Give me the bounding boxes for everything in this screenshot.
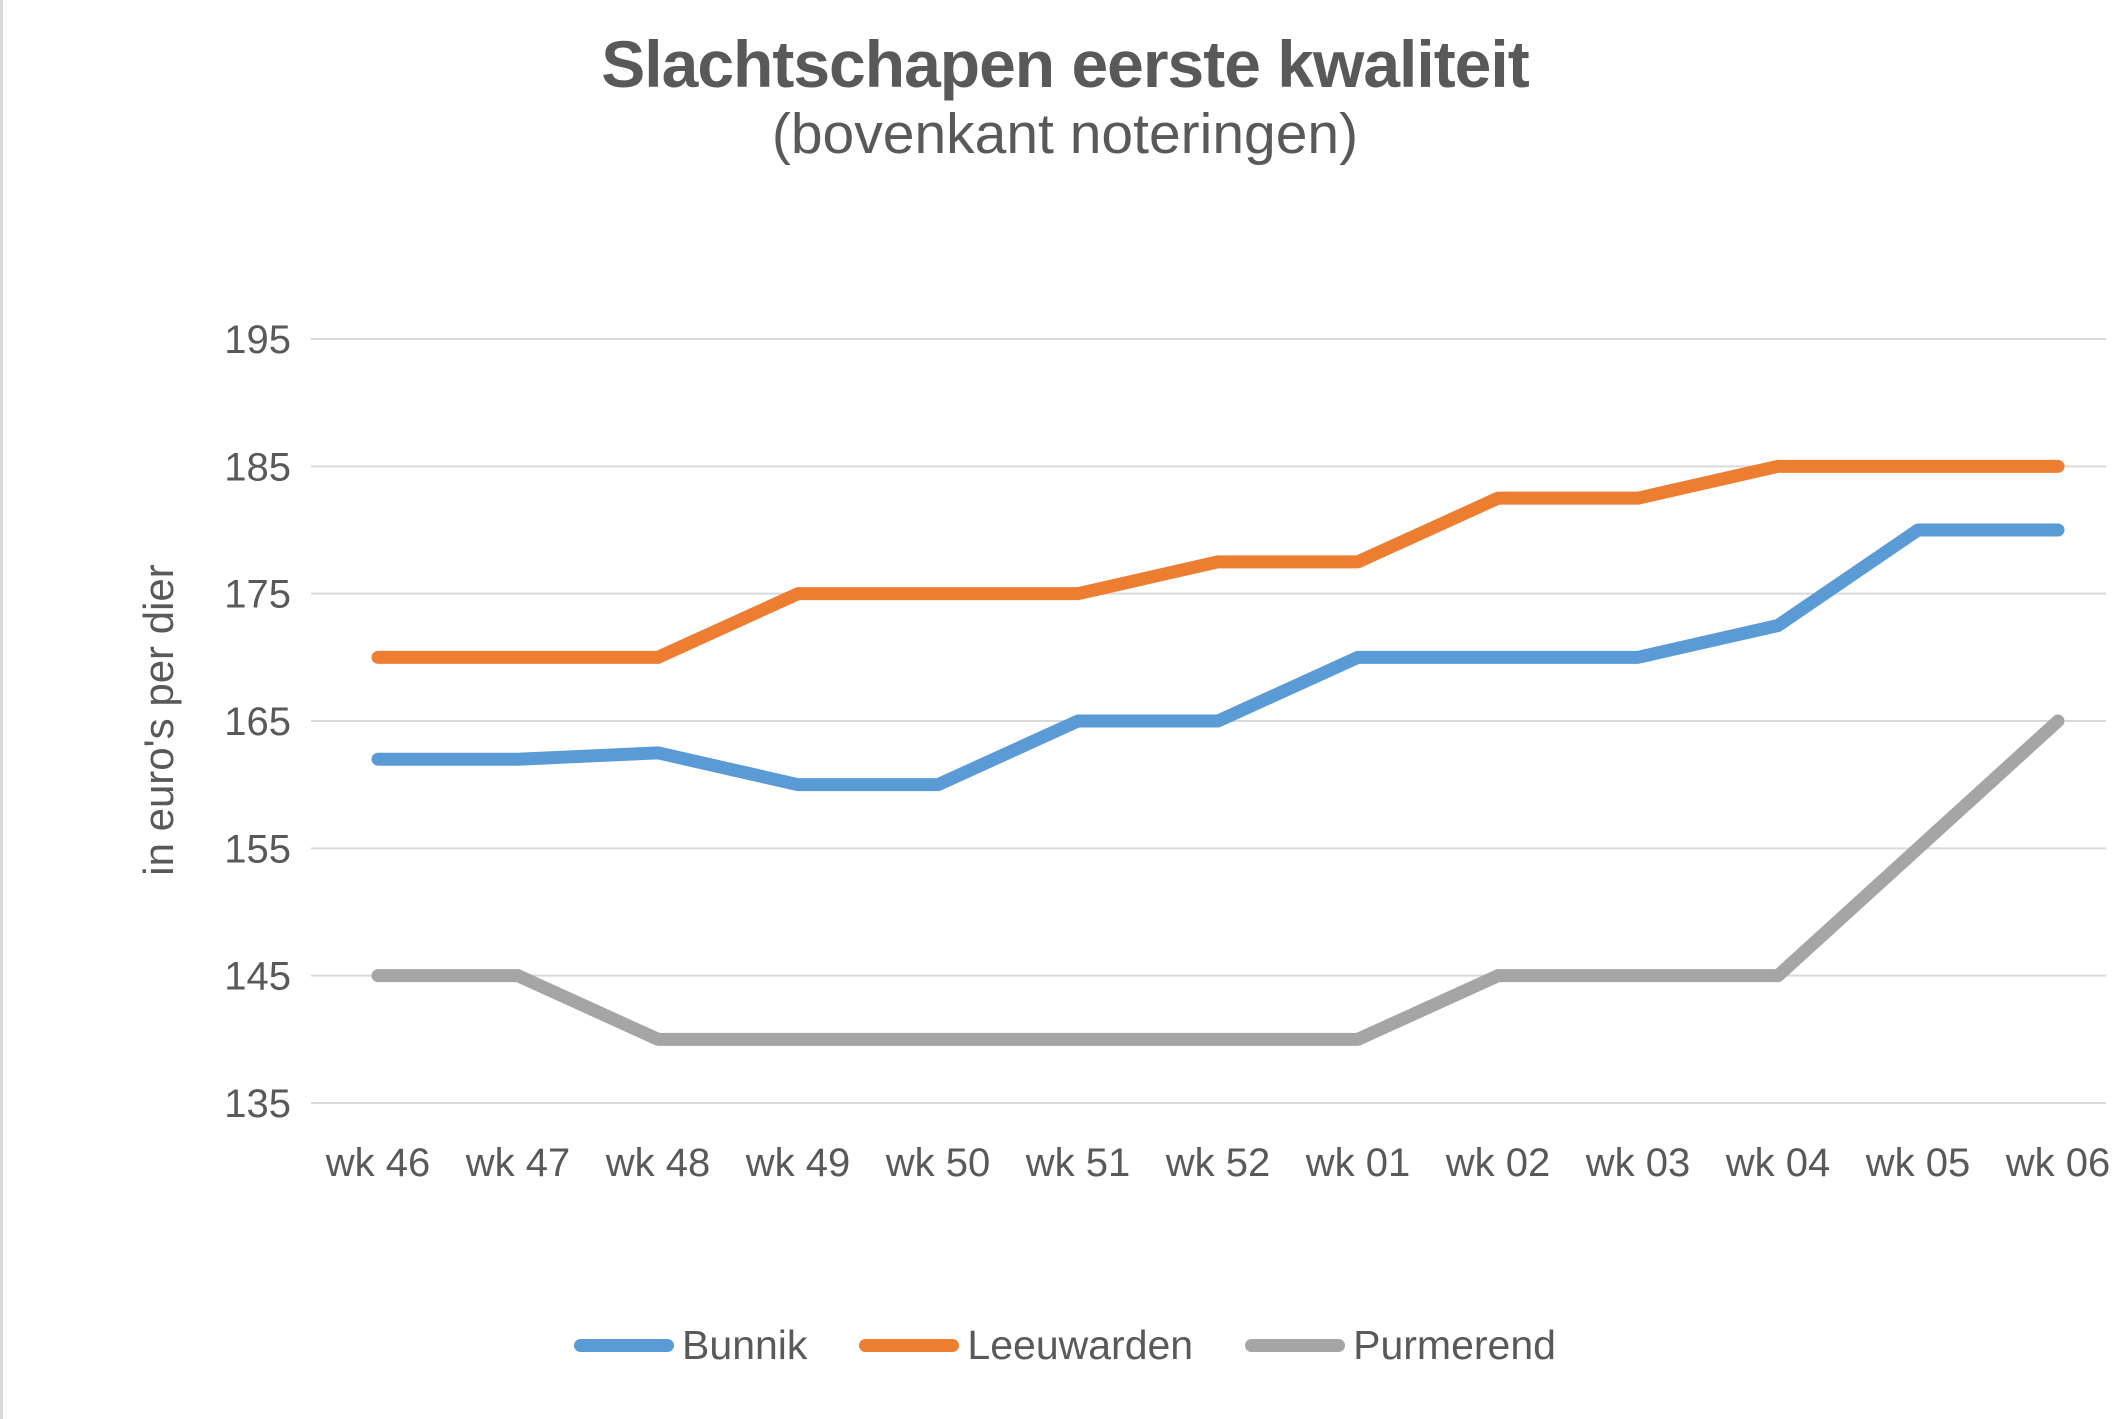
chart-canvas: 195 185 175 165 155 145 135 wk 46 wk 47 wk 48 wk 4… [135,318,2111,1185]
y-tick-label: 165 [224,700,291,744]
x-tick-label: wk 49 [745,1141,851,1185]
x-tick-label: wk 06 [2005,1141,2111,1185]
x-tick-label: wk 51 [1025,1141,1131,1185]
legend-label: Purmerend [1353,1322,1556,1368]
x-tick-label: wk 46 [325,1141,431,1185]
legend-swatch-purmerend [1245,1339,1346,1352]
x-tick-label: wk 04 [1725,1141,1831,1185]
legend-item-purmerend: Purmerend [1245,1322,1556,1369]
series-line-bunnik [371,523,2065,792]
y-tick-label: 175 [224,573,291,617]
x-tick-label: wk 03 [1585,1141,1691,1185]
legend-swatch-bunnik [574,1339,675,1352]
y-tick-label: 135 [224,1082,291,1126]
series-line-leeuwarden [371,459,2065,664]
legend-item-leeuwarden: Leeuwarden [859,1322,1193,1369]
legend-item-bunnik: Bunnik [574,1322,807,1369]
x-tick-label: wk 50 [885,1141,991,1185]
x-tick-label: wk 52 [1165,1141,1271,1185]
y-axis-title: in euro's per dier [135,564,182,876]
chart-title: Slachtschapen eerste kwaliteit [601,27,1529,101]
x-tick-label: wk 05 [1865,1141,1971,1185]
x-tick-label: wk 02 [1445,1141,1551,1185]
y-tick-label: 155 [224,827,291,871]
x-tick-label: wk 48 [605,1141,711,1185]
legend-label: Leeuwarden [967,1322,1194,1368]
legend-swatch-leeuwarden [859,1339,960,1352]
x-tick-label: wk 47 [465,1141,571,1185]
y-tick-label: 185 [224,445,291,489]
chart-subtitle: (bovenkant noteringen) [771,102,1359,166]
x-tick-label: wk 01 [1305,1141,1411,1185]
legend-label: Bunnik [682,1322,808,1368]
y-tick-label: 195 [224,318,291,362]
legend: Bunnik Leeuwarden Purmerend [3,1322,2127,1369]
series-line-purmerend [371,714,2065,1046]
y-tick-label: 145 [224,955,291,999]
